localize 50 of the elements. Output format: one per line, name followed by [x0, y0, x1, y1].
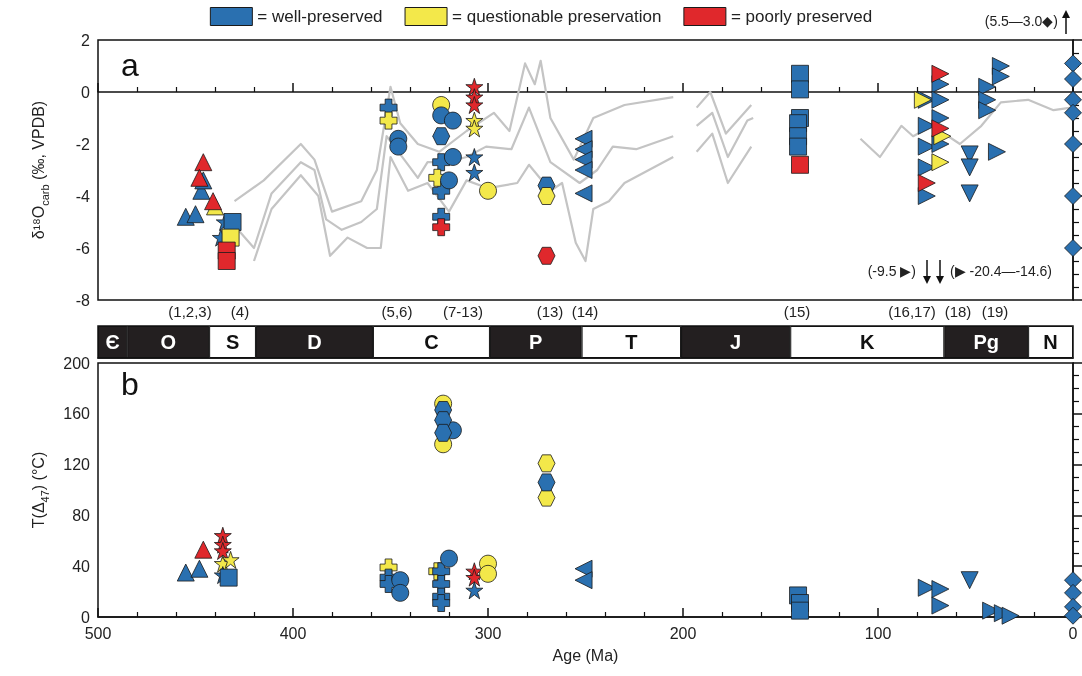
text: (7-13): [442, 302, 484, 320]
y-tick-label: -8: [75, 291, 91, 309]
x-axis-title: Age (Ma): [552, 646, 619, 664]
chart-title: a: [121, 47, 139, 83]
chart-title: b: [121, 366, 139, 402]
text: (4): [230, 302, 250, 320]
data-label: O: [160, 331, 176, 353]
legend-label: = questionable preservation: [452, 7, 662, 26]
y-tick-label: -2: [75, 135, 91, 153]
y-tick-label: 120: [63, 456, 91, 474]
text: (13): [536, 302, 564, 320]
x-tick-label: 400: [279, 624, 307, 642]
text: (15): [783, 302, 811, 320]
data-label: P: [529, 331, 543, 353]
y-tick-label: 40: [72, 557, 91, 575]
legend-label: = poorly preserved: [730, 7, 873, 26]
data-label: J: [730, 331, 742, 353]
data-label: S: [225, 331, 240, 353]
data-label: Є: [105, 331, 120, 353]
x-tick-label: 100: [864, 624, 892, 642]
data-label: K: [860, 331, 876, 353]
legend-label: = well-preserved: [257, 7, 383, 26]
text: (5.5—3.0◆): [984, 13, 1058, 29]
y-tick-label: 0: [81, 83, 91, 101]
y-tick-label: 2: [81, 31, 91, 49]
text: (1,2,3): [168, 302, 212, 320]
x-tick-label: 500: [84, 624, 112, 642]
data-label: Pg: [973, 331, 1000, 353]
y-tick-label: -6: [75, 239, 91, 257]
data-label: D: [307, 331, 322, 353]
y-axis-title: T(Δ47) (°C): [29, 451, 51, 529]
y-axis-title: δ¹⁸Ocarb (‰, VPDB): [29, 100, 51, 240]
annotation: (-9.5 ▶): [867, 263, 916, 279]
data-label: T: [625, 331, 638, 353]
x-tick-label: 200: [669, 624, 697, 642]
data-label: C: [424, 331, 439, 353]
text: (16,17): [888, 302, 936, 320]
y-tick-label: 200: [63, 354, 91, 372]
annotation: (▶ -20.4—-14.6): [950, 263, 1053, 279]
x-tick-label: 300: [474, 624, 502, 642]
data-label: N: [1043, 331, 1058, 353]
y-tick-label: 0: [81, 608, 91, 626]
text: (5,6): [381, 302, 413, 320]
y-tick-label: 80: [72, 506, 91, 524]
y-tick-label: 160: [63, 405, 91, 423]
x-tick-label: 0: [1068, 624, 1078, 642]
text: (18): [944, 302, 972, 320]
text: (19): [981, 302, 1009, 320]
y-tick-label: -4: [75, 187, 91, 205]
text: (14): [571, 302, 599, 320]
